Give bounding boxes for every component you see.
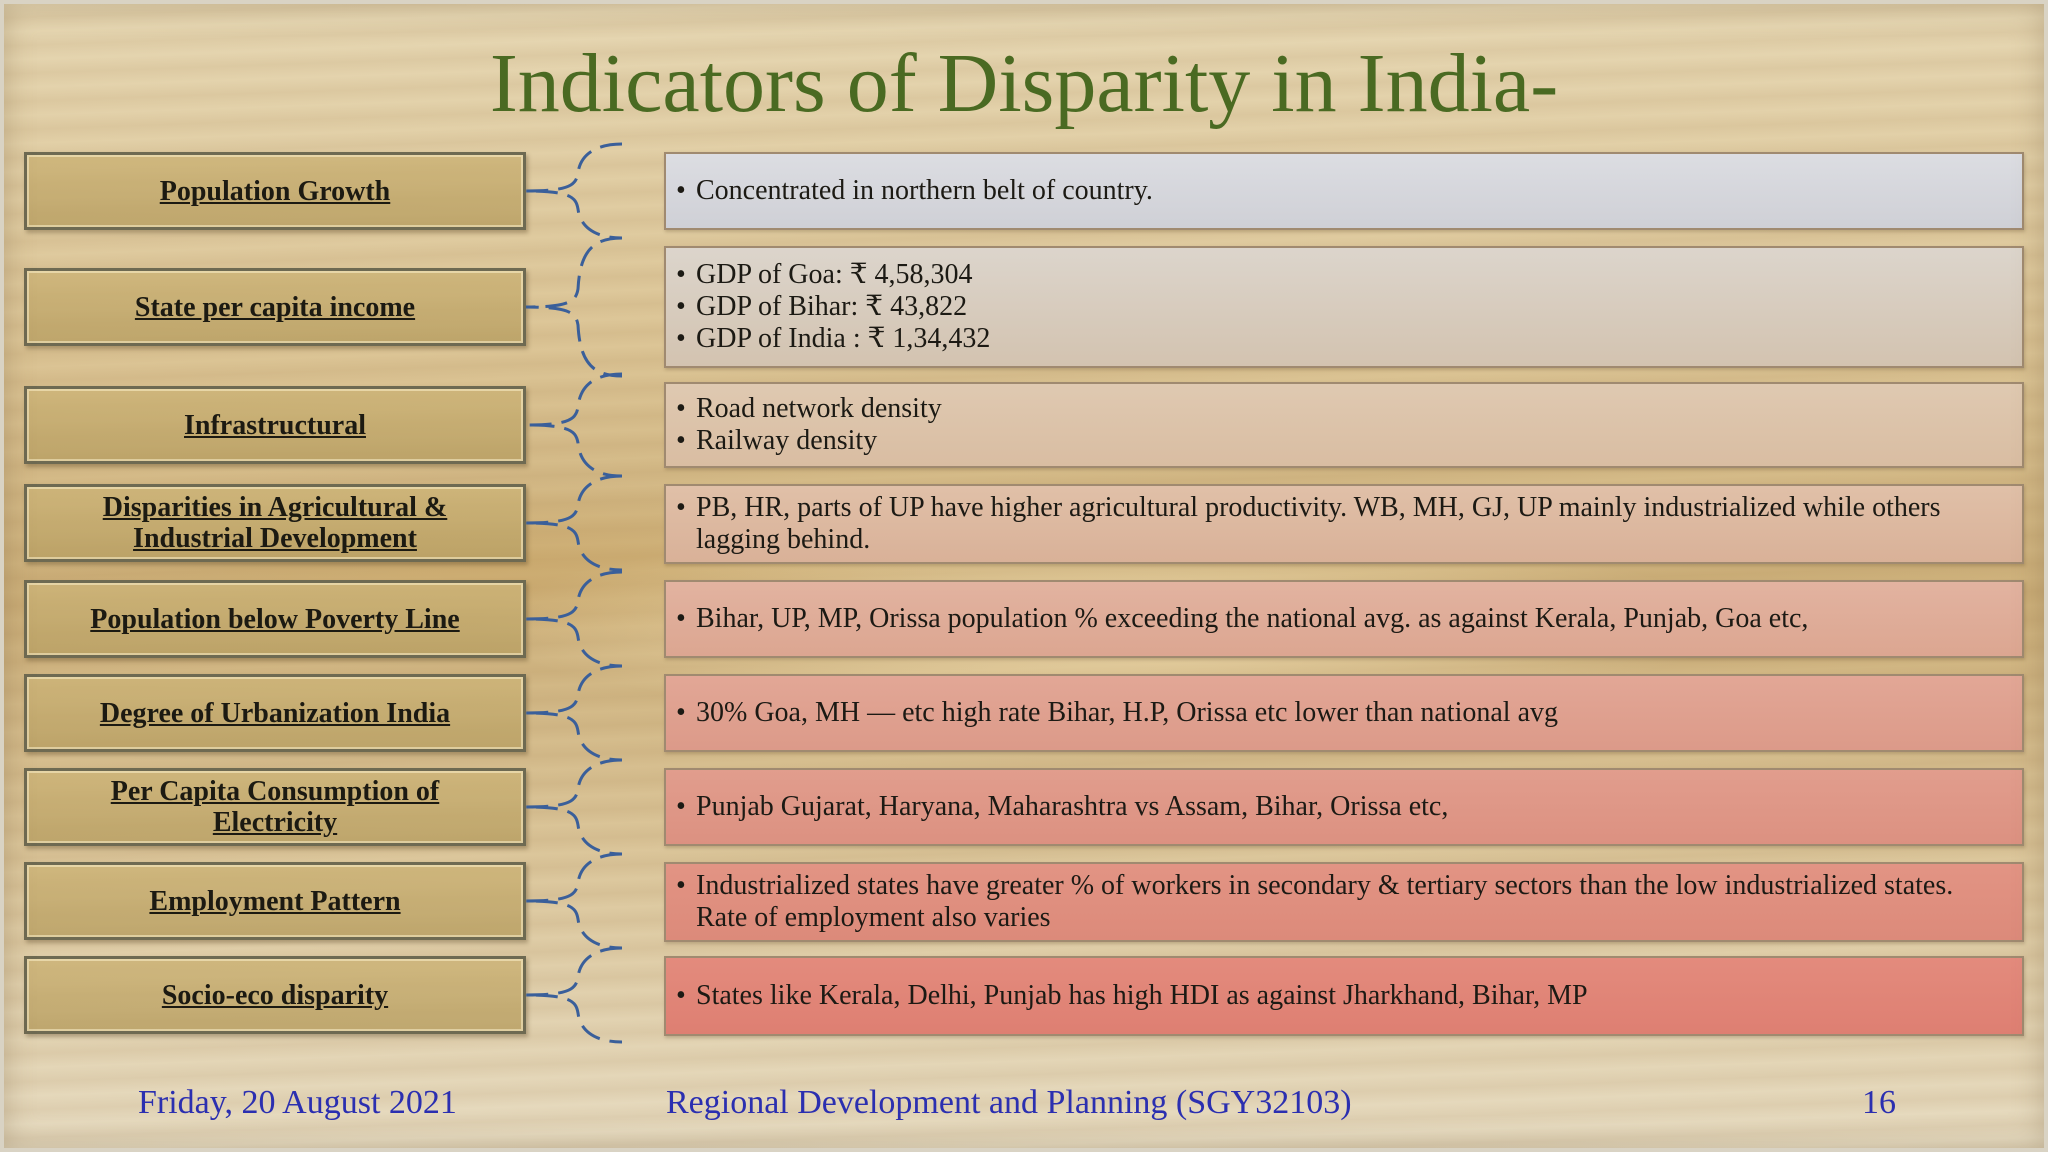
indicator-detail: States like Kerala, Delhi, Punjab has hi… bbox=[664, 956, 2024, 1036]
detail-bullet: Punjab Gujarat, Haryana, Maharashtra vs … bbox=[676, 791, 1992, 823]
detail-bullets: Concentrated in northern belt of country… bbox=[676, 175, 1992, 207]
indicator-detail: 30% Goa, MH — etc high rate Bihar, H.P, … bbox=[664, 674, 2024, 752]
indicator-detail: Punjab Gujarat, Haryana, Maharashtra vs … bbox=[664, 768, 2024, 846]
detail-bullet: Road network density bbox=[676, 393, 1992, 425]
brace-path bbox=[525, 852, 623, 950]
indicator-detail: Bihar, UP, MP, Orissa population % excee… bbox=[664, 580, 2024, 658]
detail-bullets: States like Kerala, Delhi, Punjab has hi… bbox=[676, 980, 1992, 1012]
detail-bullet: PB, HR, parts of UP have higher agricult… bbox=[676, 492, 1992, 556]
indicator-detail: PB, HR, parts of UP have higher agricult… bbox=[664, 484, 2024, 564]
brace-connector bbox=[525, 142, 623, 240]
brace-path bbox=[525, 236, 623, 378]
indicator-detail: Road network density Railway density bbox=[664, 382, 2024, 468]
indicator-detail: Industrialized states have greater % of … bbox=[664, 862, 2024, 942]
indicator-label: Per Capita Consumption of Electricity bbox=[24, 768, 526, 846]
detail-bullet: Railway density bbox=[676, 425, 1992, 457]
indicator-label: Degree of Urbanization India bbox=[24, 674, 526, 752]
detail-bullets: PB, HR, parts of UP have higher agricult… bbox=[676, 492, 1992, 556]
slide-title: Indicators of Disparity in India- bbox=[489, 37, 1559, 130]
indicator-label: Population below Poverty Line bbox=[24, 580, 526, 658]
brace-path bbox=[525, 474, 623, 572]
brace-connector bbox=[525, 946, 623, 1044]
brace-path bbox=[525, 946, 623, 1044]
brace-connector bbox=[525, 852, 623, 950]
indicator-label: Disparities in Agricultural & Industrial… bbox=[24, 484, 526, 562]
detail-bullet: Industrialized states have greater % of … bbox=[676, 870, 1992, 934]
brace-connector bbox=[525, 570, 623, 668]
brace-connector bbox=[525, 664, 623, 762]
detail-bullet: GDP of Goa: ₹ 4,58,304 bbox=[676, 259, 1992, 291]
detail-bullet: 30% Goa, MH — etc high rate Bihar, H.P, … bbox=[676, 697, 1992, 729]
detail-bullet: Bihar, UP, MP, Orissa population % excee… bbox=[676, 603, 1992, 635]
brace-path bbox=[525, 570, 623, 668]
indicator-detail: GDP of Goa: ₹ 4,58,304 GDP of Bihar: ₹ 4… bbox=[664, 246, 2024, 368]
indicator-label: State per capita income bbox=[24, 268, 526, 346]
footer-course: Regional Development and Planning (SGY32… bbox=[666, 1084, 1352, 1121]
detail-bullet: States like Kerala, Delhi, Punjab has hi… bbox=[676, 980, 1992, 1012]
indicator-detail: Concentrated in northern belt of country… bbox=[664, 152, 2024, 230]
footer-date: Friday, 20 August 2021 bbox=[138, 1084, 457, 1121]
detail-bullets: Industrialized states have greater % of … bbox=[676, 870, 1992, 934]
brace-connector bbox=[525, 474, 623, 572]
brace-path bbox=[525, 142, 623, 240]
detail-bullet: GDP of Bihar: ₹ 43,822 bbox=[676, 291, 1992, 323]
indicator-label: Employment Pattern bbox=[24, 862, 526, 940]
indicator-label: Socio-eco disparity bbox=[24, 956, 526, 1034]
footer-page-number: 16 bbox=[1862, 1084, 1896, 1121]
detail-bullets: Punjab Gujarat, Haryana, Maharashtra vs … bbox=[676, 791, 1992, 823]
brace-path bbox=[525, 372, 623, 478]
detail-bullet: GDP of India : ₹ 1,34,432 bbox=[676, 323, 1992, 355]
indicator-label: Infrastructural bbox=[24, 386, 526, 464]
detail-bullets: Bihar, UP, MP, Orissa population % excee… bbox=[676, 603, 1992, 635]
detail-bullets: Road network density Railway density bbox=[676, 393, 1992, 457]
brace-connector bbox=[525, 372, 623, 478]
detail-bullet: Concentrated in northern belt of country… bbox=[676, 175, 1992, 207]
detail-bullets: GDP of Goa: ₹ 4,58,304 GDP of Bihar: ₹ 4… bbox=[676, 259, 1992, 355]
indicator-label: Population Growth bbox=[24, 152, 526, 230]
detail-bullets: 30% Goa, MH — etc high rate Bihar, H.P, … bbox=[676, 697, 1992, 729]
brace-connector bbox=[525, 236, 623, 378]
brace-connector bbox=[525, 758, 623, 856]
brace-path bbox=[525, 664, 623, 762]
brace-path bbox=[525, 758, 623, 856]
